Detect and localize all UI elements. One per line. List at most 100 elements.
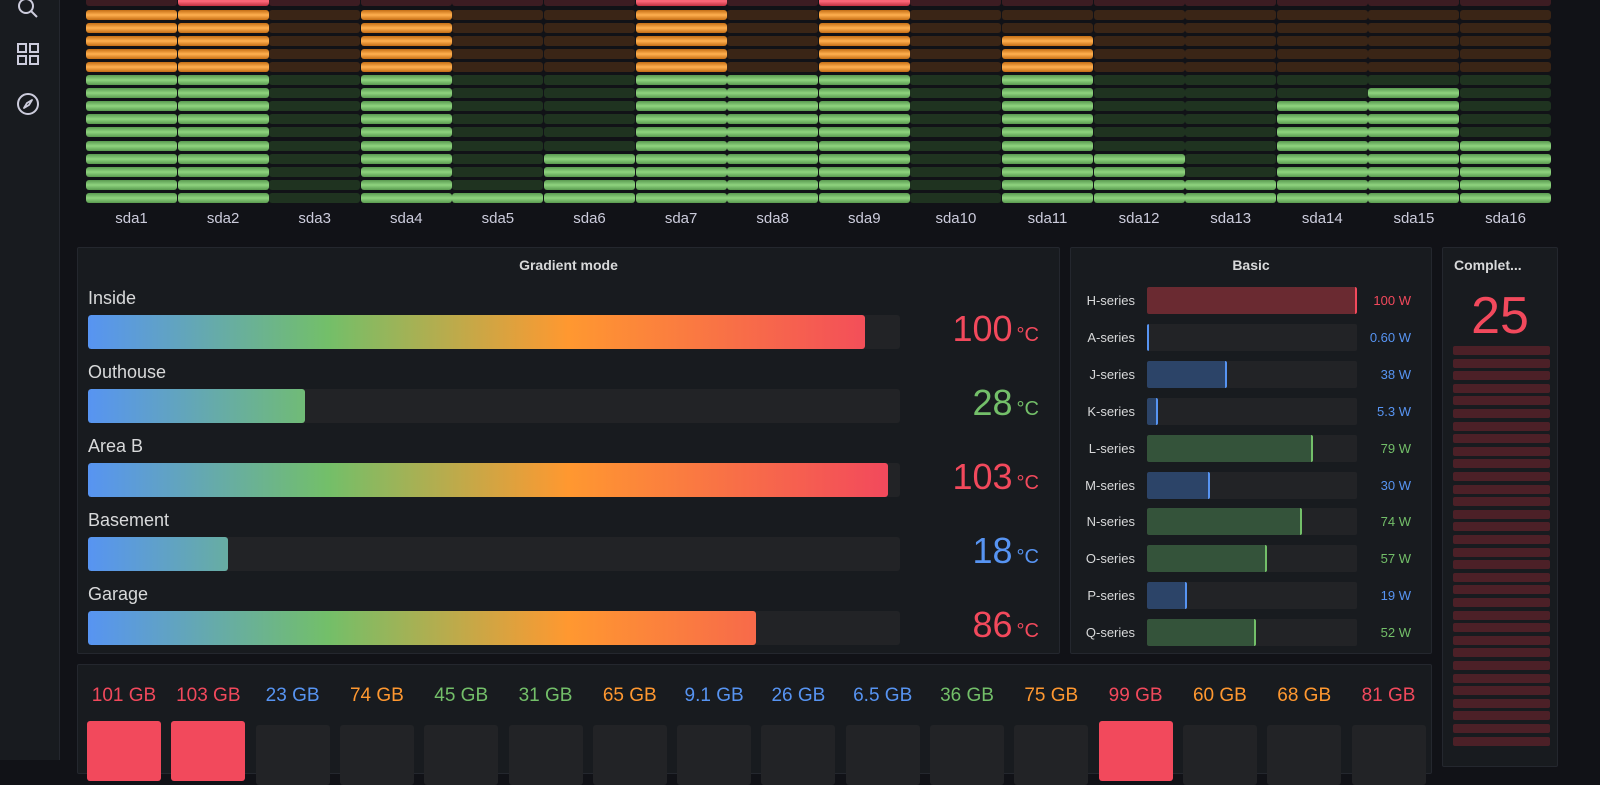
lcd-segment	[1093, 192, 1185, 203]
lcd-segment	[818, 127, 910, 138]
completed-segment	[1453, 421, 1550, 431]
lcd-segment	[452, 75, 544, 85]
lcd-segment	[177, 61, 269, 72]
lcd-segment	[635, 140, 727, 151]
lcd-segment	[1185, 35, 1277, 46]
lcd-segment	[452, 114, 544, 125]
lcd-segment	[910, 140, 1002, 151]
completed-segment	[1453, 522, 1550, 532]
lcd-segment	[818, 75, 910, 85]
gradient-bar-track	[88, 537, 900, 571]
storage-value: 103 GB	[176, 685, 241, 706]
lcd-segment	[177, 127, 269, 138]
lcd-segment	[635, 88, 727, 99]
lcd-segment	[360, 101, 452, 112]
search-icon[interactable]	[14, 0, 42, 22]
basic-bar-fill	[1147, 619, 1257, 647]
lcd-segment	[177, 0, 269, 7]
lcd-segment	[910, 22, 1002, 33]
lcd-segment	[1002, 61, 1093, 72]
basic-bar-track	[1147, 434, 1357, 462]
lcd-segment	[360, 88, 452, 99]
lcd-label: sda10	[935, 210, 977, 227]
storage-value: 6.5 GB	[853, 685, 913, 706]
lcd-segment	[452, 192, 544, 203]
completed-segment	[1453, 560, 1550, 570]
lcd-segment	[269, 166, 361, 177]
lcd-segment	[1460, 9, 1551, 20]
lcd-segment	[1460, 101, 1551, 112]
lcd-segment	[818, 35, 910, 46]
lcd-segment	[452, 101, 544, 112]
basic-panel: Basic H-series 100 W A-series 0.60 W J-serie…	[1070, 247, 1432, 654]
lcd-segment	[360, 61, 452, 72]
gradient-mode-panel: Gradient mode Inside 100 °C Outhouse 28 °C Are…	[77, 247, 1060, 654]
lcd-segment	[86, 192, 177, 203]
lcd-segment	[1276, 48, 1368, 59]
lcd-gauge-panel: sda1 sda2 sda3 sda4 sda5 sda6 sda7 sda8 sda9 sda1…	[86, 0, 1580, 240]
basic-row-value: 79 W	[1380, 440, 1411, 456]
basic-bar-track	[1147, 360, 1357, 388]
basic-row-value: 38 W	[1380, 366, 1411, 382]
lcd-segment	[86, 127, 177, 138]
lcd-segment	[544, 153, 635, 164]
lcd-segment	[452, 88, 544, 99]
basic-bar-fill	[1147, 323, 1149, 351]
lcd-segment	[544, 101, 635, 112]
lcd-segment	[910, 61, 1002, 72]
lcd-segment	[1460, 88, 1551, 99]
dashboards-icon[interactable]	[14, 40, 42, 68]
lcd-segment	[1276, 166, 1368, 177]
lcd-segment	[727, 22, 819, 33]
gradient-row-value: 86 °C	[972, 604, 1040, 645]
gradient-bar-fill	[88, 611, 756, 645]
lcd-segment	[1276, 127, 1368, 138]
lcd-segment	[635, 114, 727, 125]
explore-icon[interactable]	[14, 90, 42, 118]
lcd-segment	[1460, 192, 1551, 203]
lcd-segment	[1368, 48, 1460, 59]
lcd-segment	[86, 114, 177, 125]
storage-block	[1014, 725, 1089, 785]
storage-value: 45 GB	[434, 685, 489, 706]
lcd-segment	[269, 114, 361, 125]
lcd-segment	[177, 75, 269, 85]
lcd-segment	[1002, 114, 1093, 125]
lcd-segment	[1093, 35, 1185, 46]
lcd-segment	[1002, 127, 1093, 138]
lcd-segment	[360, 192, 452, 203]
lcd-segment	[86, 75, 177, 85]
lcd-segment	[86, 22, 177, 33]
lcd-segment	[635, 22, 727, 33]
sidebar	[0, 0, 60, 760]
lcd-segment	[727, 61, 819, 72]
lcd-segment	[818, 153, 910, 164]
lcd-label: sda16	[1485, 210, 1526, 227]
basic-row-value: 5.3 W	[1377, 403, 1411, 419]
lcd-segment	[727, 9, 819, 20]
lcd-segment	[452, 9, 544, 20]
completed-segment	[1453, 711, 1550, 721]
lcd-segment	[269, 153, 361, 164]
completed-segment	[1453, 698, 1550, 708]
basic-row-label: P-series	[1087, 588, 1135, 604]
lcd-segment	[1093, 127, 1185, 138]
storage-block	[1182, 725, 1257, 785]
storage-block	[1267, 725, 1342, 785]
completed-segment	[1453, 673, 1550, 683]
lcd-segment	[1093, 48, 1185, 59]
basic-row-value: 30 W	[1380, 477, 1411, 493]
lcd-segment	[1276, 140, 1368, 151]
lcd-segment	[1460, 22, 1551, 33]
basic-row-label: H-series	[1086, 293, 1135, 308]
lcd-label: sda11	[1027, 210, 1068, 227]
lcd-segment	[635, 75, 727, 85]
lcd-segment	[269, 75, 361, 85]
lcd-segment	[544, 35, 635, 46]
lcd-segment	[1368, 140, 1460, 151]
lcd-segment	[177, 35, 269, 46]
lcd-segment	[269, 101, 361, 112]
lcd-segment	[452, 179, 544, 190]
basic-bar-fill	[1147, 360, 1227, 388]
lcd-segment	[727, 35, 819, 46]
